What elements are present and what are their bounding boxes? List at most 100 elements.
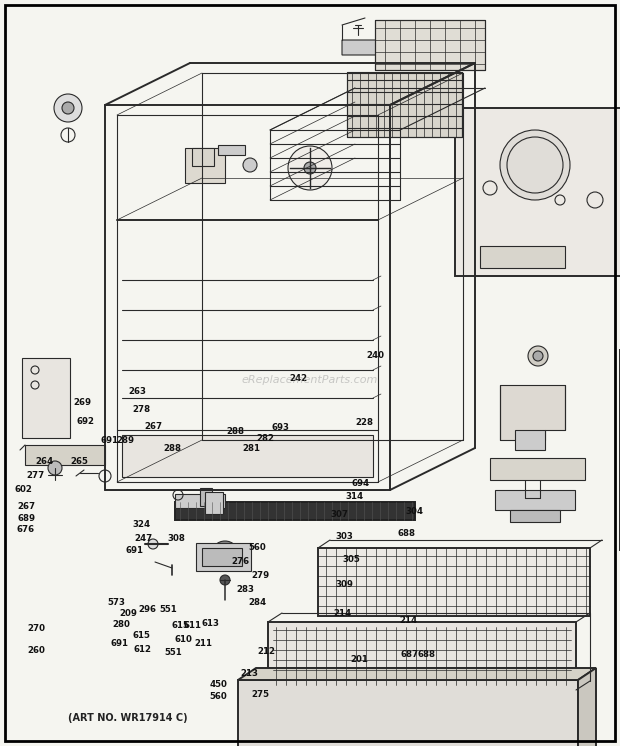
Text: 692: 692	[76, 417, 95, 426]
Text: 267: 267	[17, 502, 35, 511]
Text: 228: 228	[355, 419, 374, 427]
Bar	[238, 680, 578, 746]
Text: 573: 573	[107, 598, 126, 607]
Text: 305: 305	[343, 555, 360, 564]
Bar	[175, 494, 225, 508]
Bar	[455, 108, 620, 276]
Bar	[175, 502, 415, 520]
Bar	[192, 148, 214, 166]
Text: 279: 279	[251, 571, 270, 580]
Text: 260: 260	[27, 646, 45, 655]
Bar	[22, 358, 70, 438]
Circle shape	[220, 575, 230, 585]
Text: 265: 265	[71, 457, 88, 466]
Text: 560: 560	[249, 543, 266, 552]
Bar	[205, 492, 223, 514]
Bar	[375, 20, 485, 70]
Circle shape	[500, 130, 570, 200]
Text: 303: 303	[335, 532, 353, 541]
Text: 280: 280	[113, 620, 130, 629]
Text: 308: 308	[168, 534, 185, 543]
Text: 296: 296	[138, 605, 157, 614]
Bar	[480, 246, 565, 268]
Circle shape	[217, 547, 233, 563]
Circle shape	[54, 94, 82, 122]
Text: 275: 275	[251, 690, 270, 699]
Text: 324: 324	[132, 520, 151, 529]
Text: 689: 689	[17, 514, 35, 523]
Text: 693: 693	[271, 423, 290, 432]
Text: 551: 551	[165, 648, 182, 657]
Circle shape	[148, 539, 158, 549]
Polygon shape	[218, 145, 245, 155]
Text: 288: 288	[226, 427, 245, 436]
Circle shape	[288, 146, 332, 190]
Text: 277: 277	[27, 471, 45, 480]
Circle shape	[48, 461, 62, 475]
Text: 281: 281	[242, 444, 260, 453]
Text: 263: 263	[128, 387, 147, 396]
Text: 612: 612	[133, 645, 152, 654]
Circle shape	[528, 346, 548, 366]
Text: 615: 615	[172, 621, 189, 630]
Text: eReplacementParts.com: eReplacementParts.com	[242, 375, 378, 385]
Text: 284: 284	[248, 598, 267, 607]
Circle shape	[62, 102, 74, 114]
Bar	[196, 543, 251, 571]
Circle shape	[533, 351, 543, 361]
Text: 240: 240	[366, 351, 384, 360]
Text: 688: 688	[417, 651, 436, 659]
Bar	[318, 548, 590, 616]
Text: 676: 676	[17, 525, 35, 534]
Text: 213: 213	[240, 669, 259, 678]
Text: 278: 278	[132, 405, 151, 414]
Text: 270: 270	[27, 624, 45, 633]
Bar	[202, 548, 242, 566]
Bar	[268, 622, 576, 690]
Text: (ART NO. WR17914 C): (ART NO. WR17914 C)	[68, 713, 188, 723]
Text: 314: 314	[345, 492, 364, 501]
Text: 691: 691	[125, 546, 144, 555]
Polygon shape	[122, 435, 373, 477]
Text: 610: 610	[175, 635, 192, 644]
Bar	[347, 72, 462, 137]
Text: 694: 694	[352, 479, 370, 488]
Circle shape	[243, 158, 257, 172]
Text: 309: 309	[336, 580, 353, 589]
Circle shape	[304, 162, 316, 174]
Bar	[25, 445, 105, 465]
Bar	[510, 510, 560, 522]
Text: 212: 212	[257, 647, 276, 656]
Text: 247: 247	[135, 534, 153, 543]
Bar	[515, 430, 545, 450]
Text: 242: 242	[290, 374, 308, 383]
Text: 283: 283	[236, 585, 254, 594]
Bar	[185, 148, 225, 183]
Polygon shape	[342, 40, 385, 55]
Text: 264: 264	[35, 457, 54, 466]
Text: 551: 551	[160, 605, 177, 614]
Text: 209: 209	[120, 609, 137, 618]
Polygon shape	[578, 668, 596, 746]
Text: 267: 267	[144, 422, 163, 431]
Text: 691: 691	[110, 639, 129, 648]
Text: 691: 691	[100, 436, 118, 445]
Bar	[490, 458, 585, 480]
Text: 304: 304	[405, 507, 423, 515]
Text: 307: 307	[330, 510, 349, 519]
Polygon shape	[500, 385, 565, 440]
Text: 289: 289	[116, 436, 135, 445]
Text: 276: 276	[231, 557, 250, 566]
Text: 687: 687	[400, 651, 419, 659]
Text: 269: 269	[73, 398, 92, 407]
Text: 211: 211	[194, 639, 213, 648]
Text: 611: 611	[183, 621, 202, 630]
Bar	[375, 20, 485, 70]
Text: 613: 613	[202, 619, 220, 628]
Text: 688: 688	[397, 529, 416, 538]
Text: 288: 288	[163, 444, 182, 453]
Circle shape	[211, 541, 239, 569]
Text: 615: 615	[133, 631, 150, 640]
Text: 560: 560	[210, 692, 227, 700]
Text: 450: 450	[210, 680, 227, 689]
